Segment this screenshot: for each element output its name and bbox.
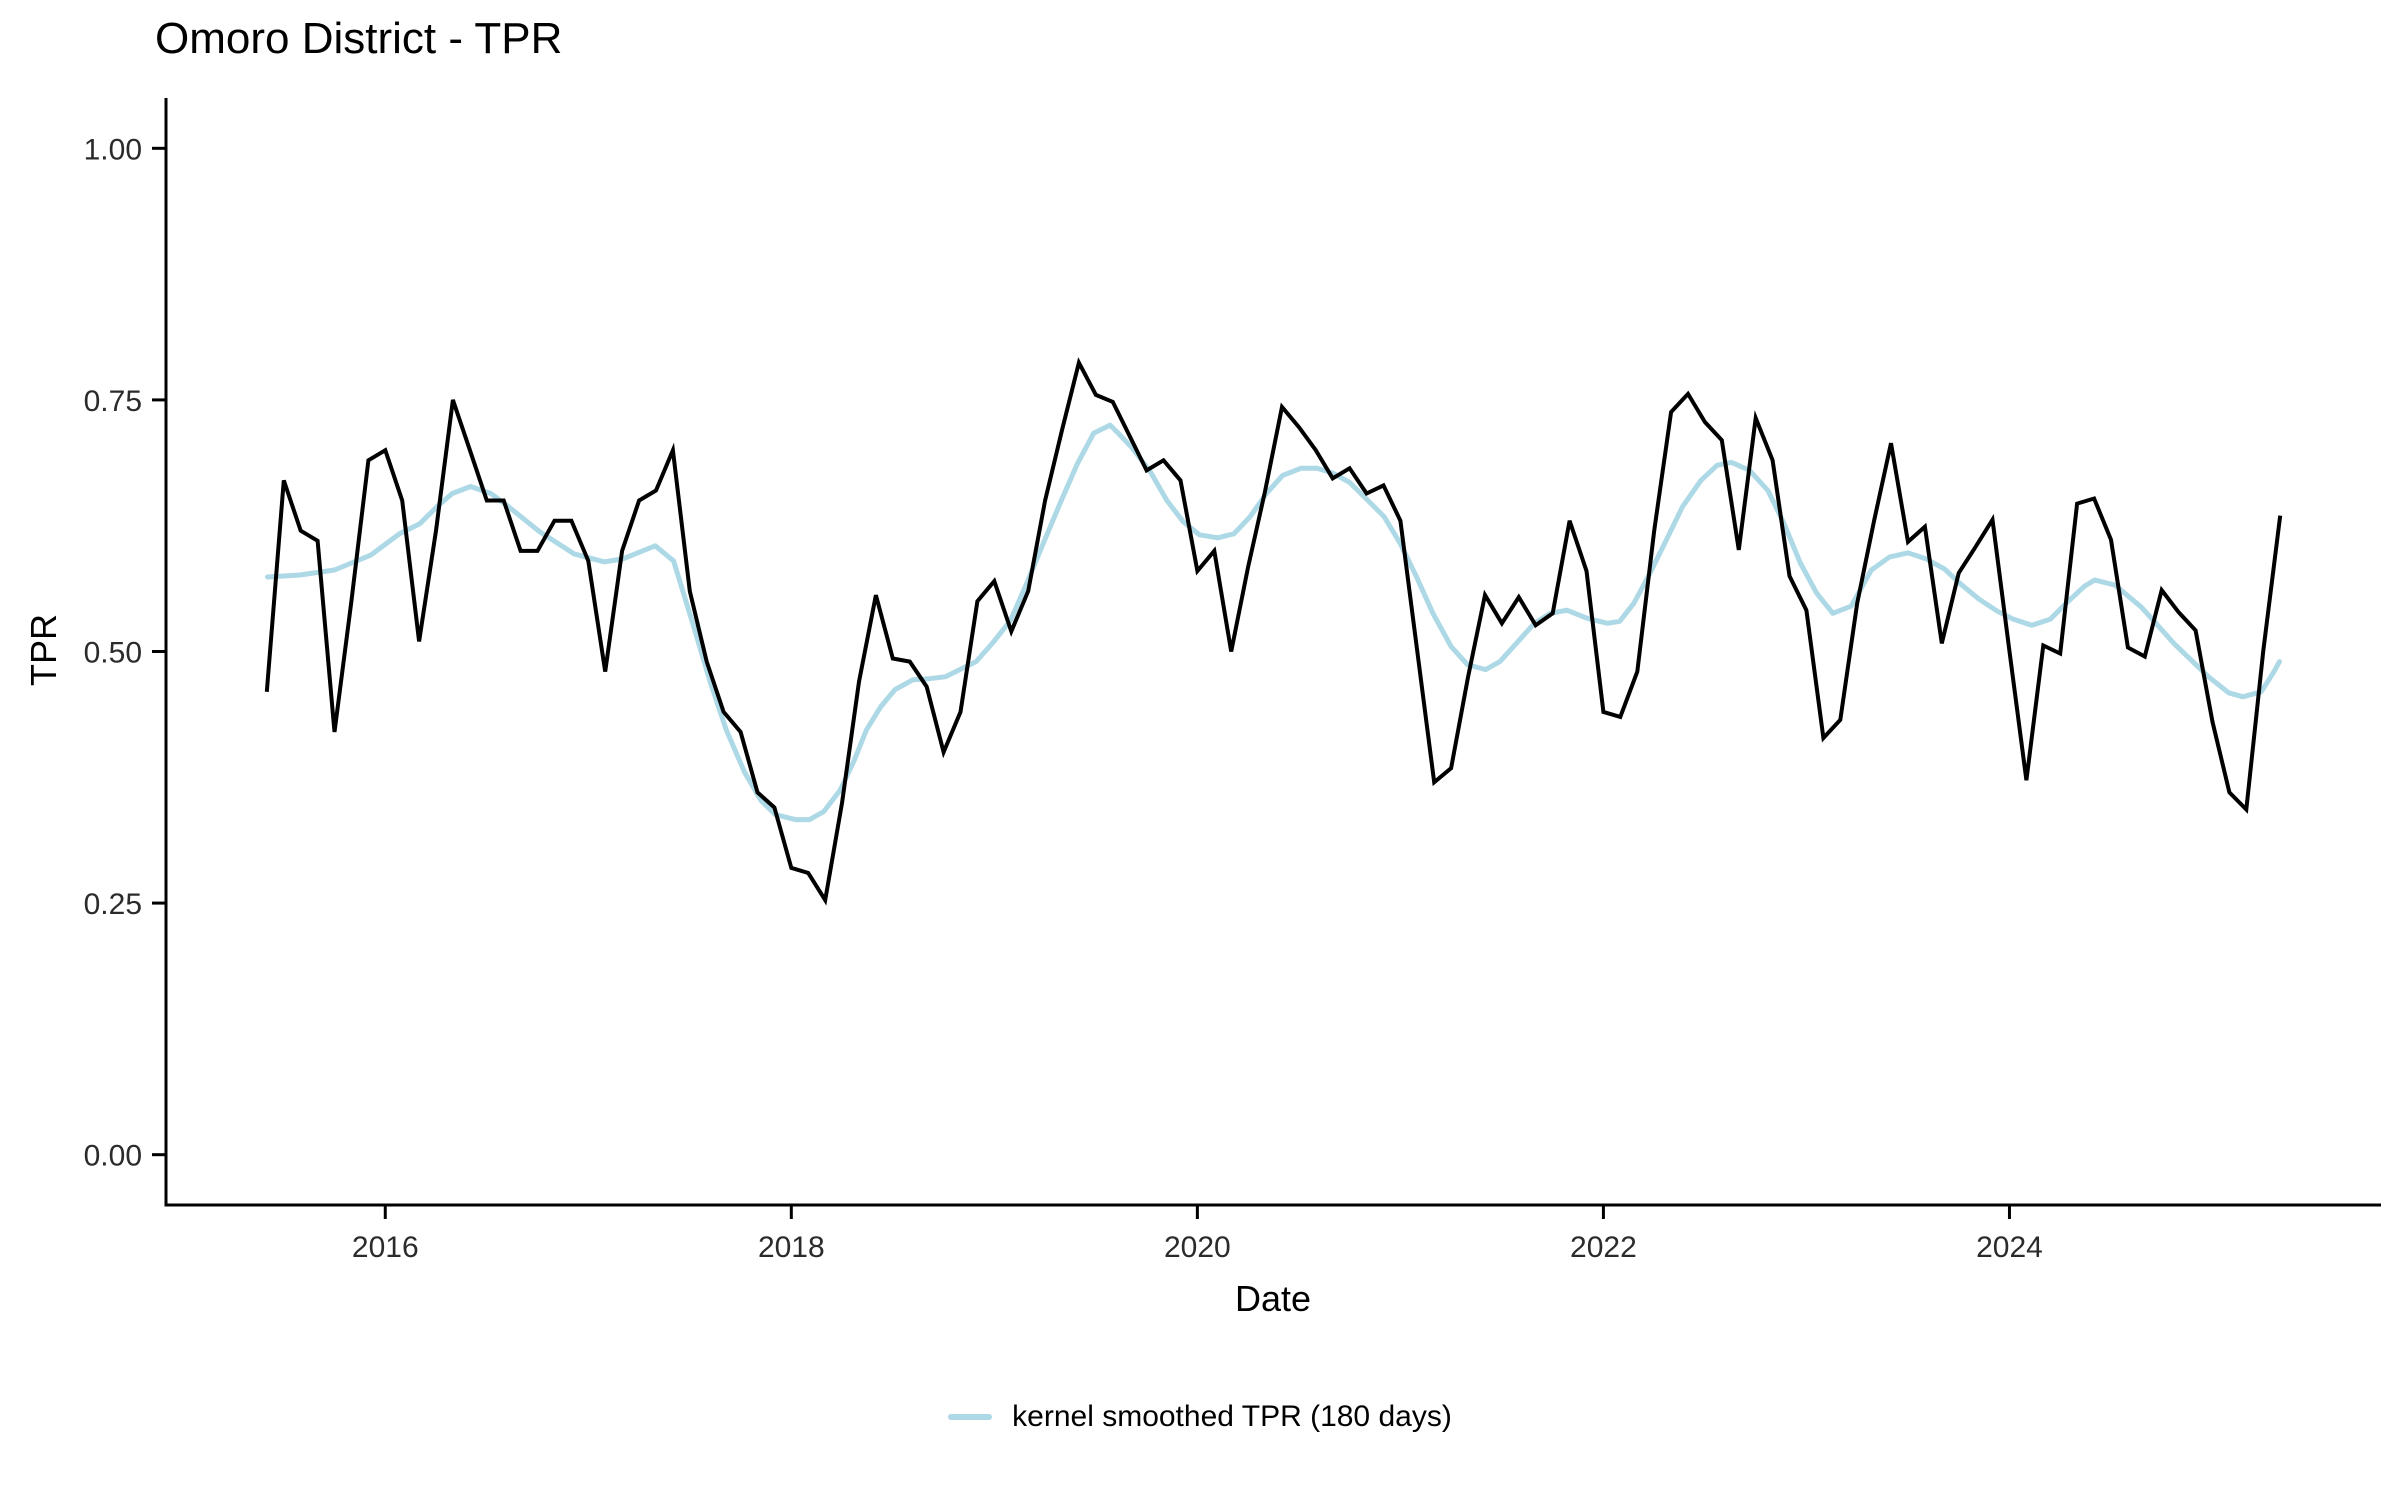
y-axis-title: TPR: [23, 614, 64, 686]
y-axis-tick-label: 1.00: [84, 133, 142, 166]
x-axis-tick-label: 2018: [758, 1231, 825, 1264]
legend-label: kernel smoothed TPR (180 days): [1012, 1400, 1452, 1433]
x-axis-tick-label: 2016: [352, 1231, 419, 1264]
tpr-line: [264, 357, 2283, 906]
x-axis-tick-label: 2022: [1570, 1231, 1637, 1264]
y-axis-tick-label: 0.25: [84, 888, 142, 921]
y-axis-tick-label: 0.50: [84, 637, 142, 670]
x-axis-title: Date: [1234, 1278, 1312, 1319]
x-axis-tick-label: 2024: [1976, 1231, 2043, 1264]
axis-lines: [164, 98, 2381, 1207]
legend: kernel smoothed TPR (180 days): [0, 1400, 2400, 1434]
y-axis-tick-label: 0.75: [84, 385, 142, 418]
x-axis-tick-label: 2020: [1164, 1231, 1231, 1264]
legend-line-swatch: [948, 1414, 993, 1420]
smoothed-tpr-line: [265, 422, 2282, 823]
y-axis-tick-label: 0.00: [84, 1140, 142, 1173]
chart-title: Omoro District - TPR: [155, 14, 563, 63]
